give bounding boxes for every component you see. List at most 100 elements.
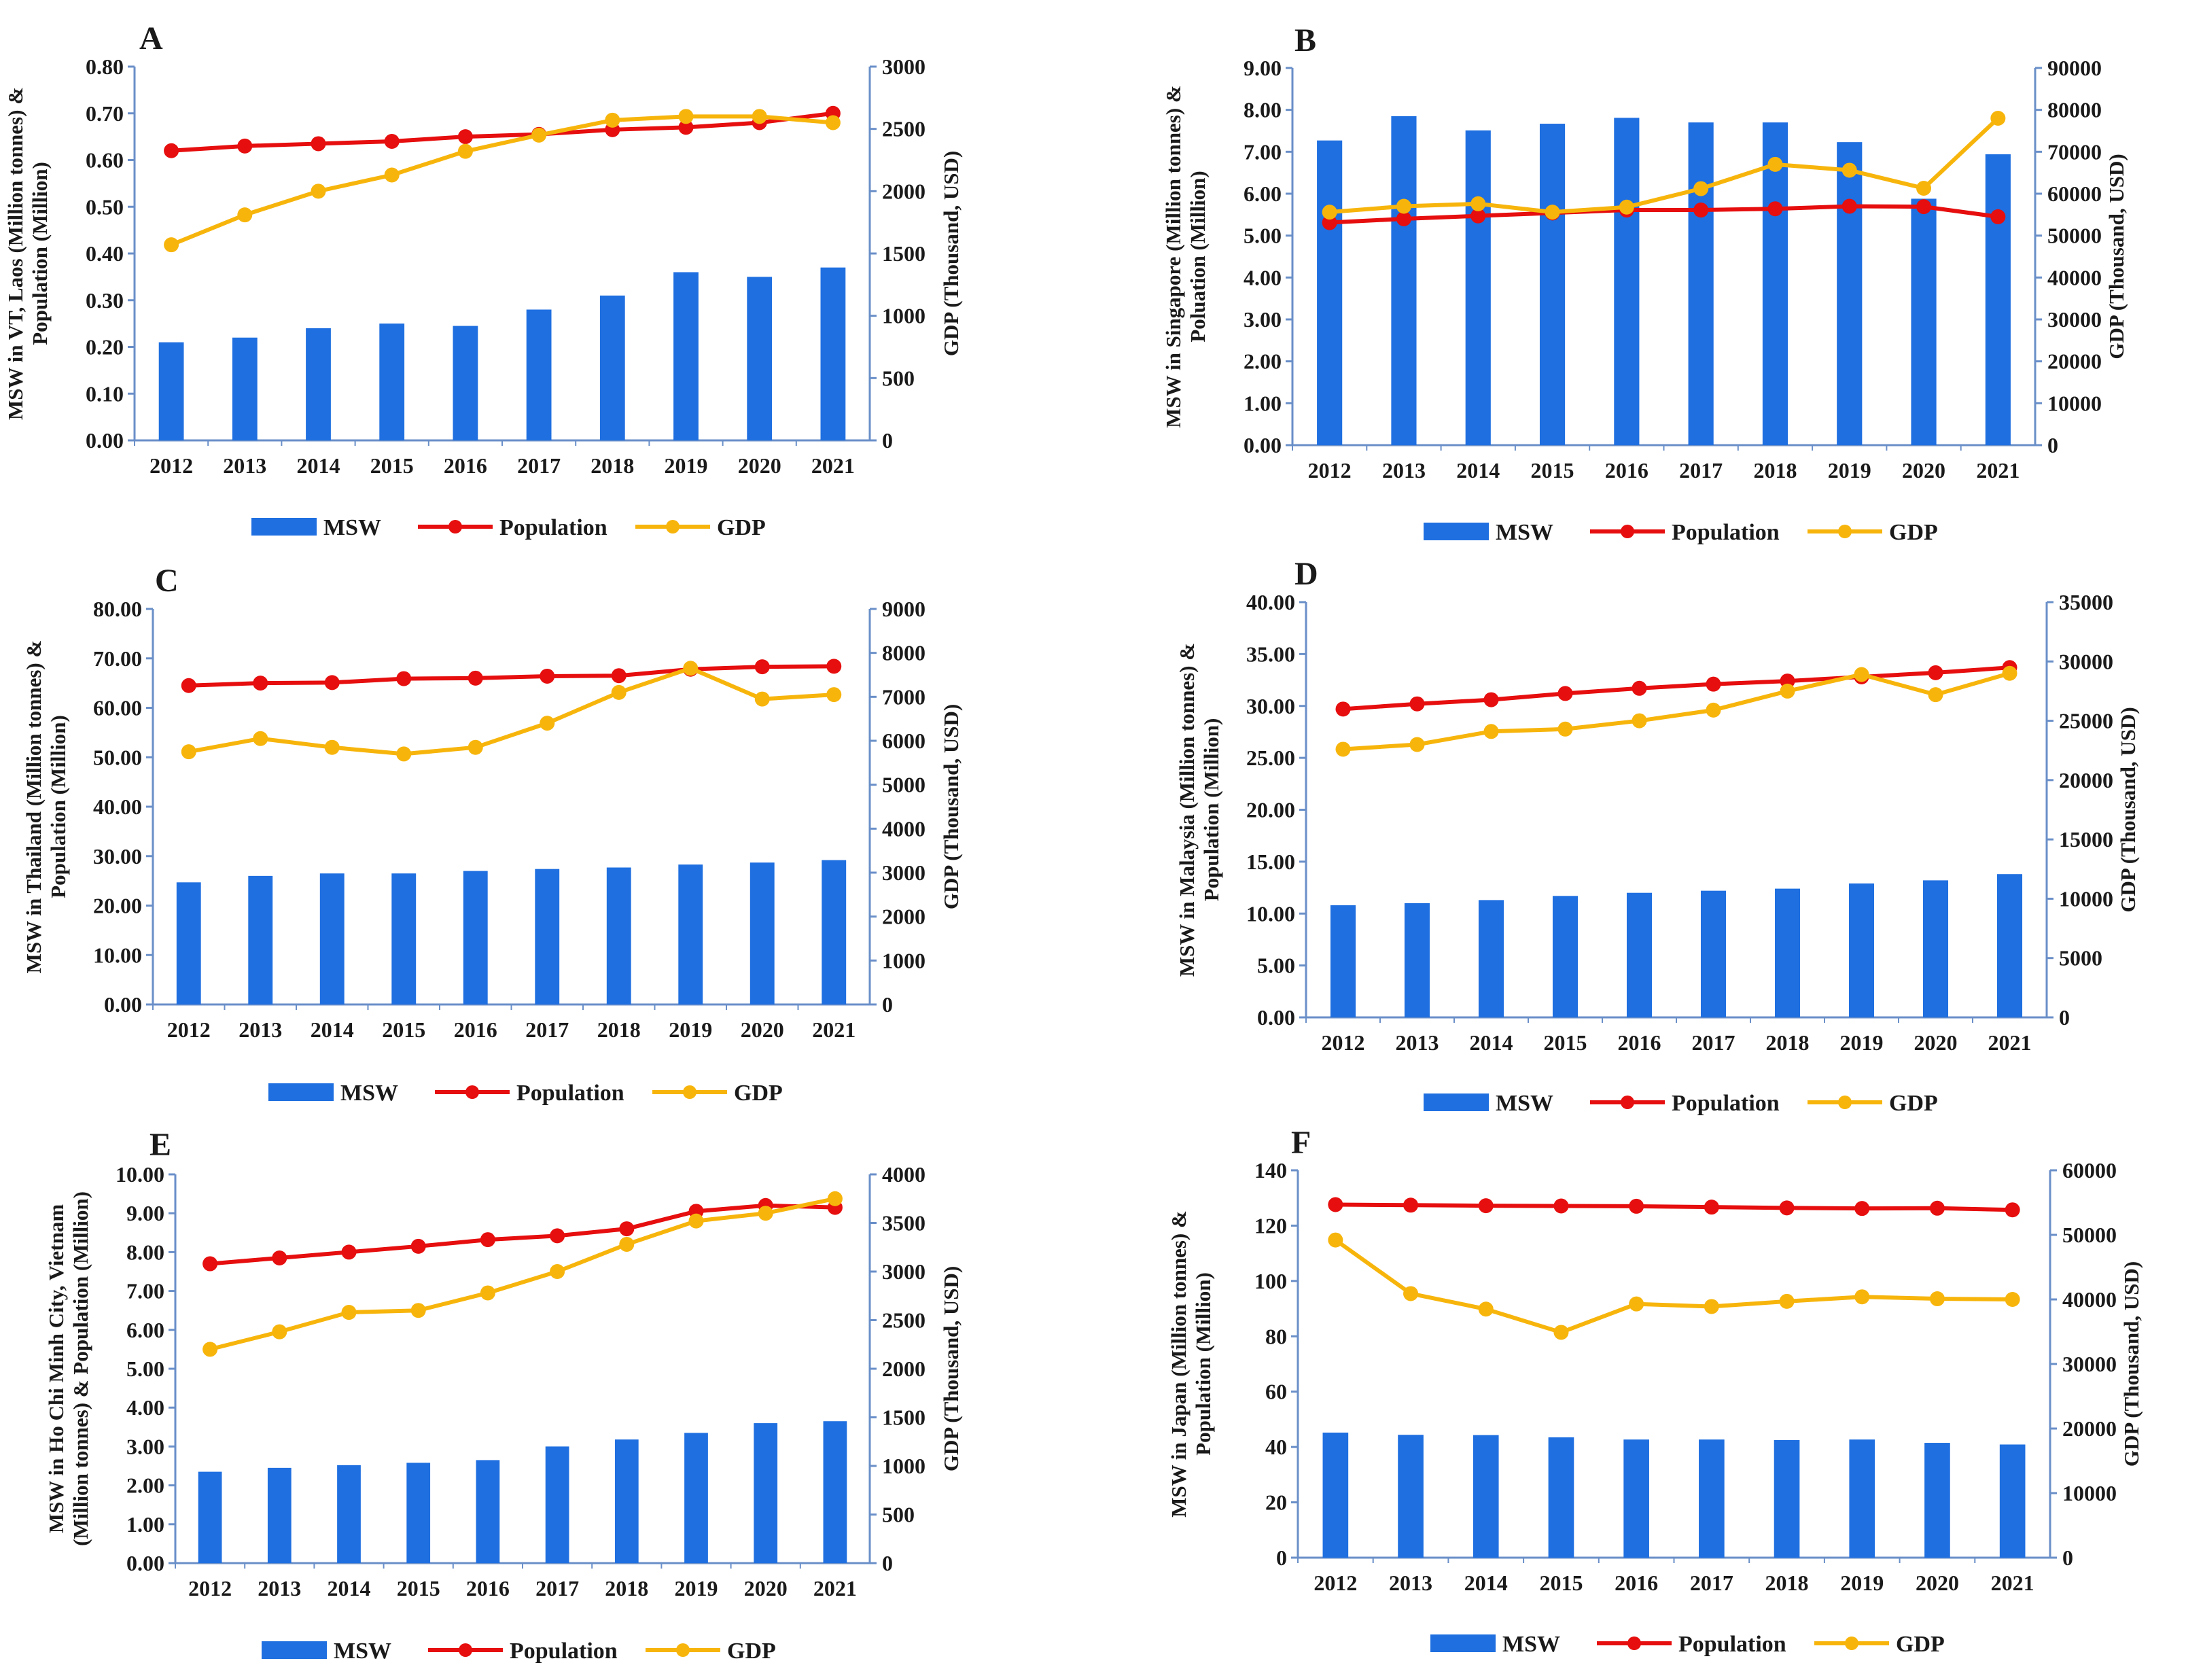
msw-bar	[1404, 903, 1430, 1017]
legend-gdp-label: GDP	[734, 1081, 783, 1106]
right-tick-label: 500	[882, 1503, 915, 1527]
right-tick-label: 2500	[882, 117, 925, 141]
gdp-point	[1478, 1301, 1494, 1317]
population-line	[188, 664, 834, 688]
left-tick-label: 5.00	[1244, 224, 1282, 248]
legend-gdp-label: GDP	[727, 1639, 776, 1664]
left-tick-label: 0.00	[1257, 1005, 1295, 1030]
left-tick-label: 40	[1265, 1435, 1287, 1459]
population-point	[480, 1232, 495, 1248]
population-point	[410, 1238, 426, 1254]
gdp-point	[1619, 199, 1634, 215]
population-point	[1328, 1197, 1343, 1212]
gdp-point	[1629, 1296, 1644, 1312]
msw-bar	[198, 1471, 222, 1563]
left-tick-label: 0.30	[86, 288, 124, 313]
msw-bar	[463, 871, 488, 1004]
x-tick-label: 2013	[1382, 458, 1426, 483]
gdp-point	[324, 739, 340, 755]
left-tick-label: 7.00	[126, 1279, 164, 1303]
gdp-point	[1632, 713, 1647, 729]
legend: MSW Population GDP	[1424, 520, 1938, 545]
msw-bar	[678, 864, 703, 1004]
msw-bar	[1999, 1444, 2026, 1558]
left-tick-label: 9.00	[1244, 56, 1282, 80]
x-tick-label: 2013	[223, 453, 266, 478]
left-tick-label: 0.80	[86, 54, 124, 79]
msw-bar	[1548, 1437, 1574, 1558]
right-tick-label: 15000	[2059, 827, 2113, 852]
population-point	[1553, 1198, 1569, 1214]
population-point	[1478, 1198, 1494, 1214]
right-axis-title: GDP (Thousand, USD)	[939, 704, 963, 909]
x-tick-label: 2020	[1916, 1571, 1959, 1595]
left-tick-label: 100	[1254, 1269, 1287, 1293]
gdp-point	[1470, 196, 1486, 211]
x-tick-label: 2015	[1544, 1030, 1587, 1055]
gdp-point	[605, 112, 620, 128]
msw-bar	[1473, 1435, 1499, 1558]
chart-panel-b: B 0.00 1.00 2.00 3.00 4.00 5.00 6.00 7.00 8.00 9.0…	[1161, 22, 2128, 545]
population-point	[1929, 1200, 1945, 1216]
legend-population-marker	[1621, 525, 1634, 538]
x-tick-label: 2012	[1322, 1030, 1365, 1055]
right-tick-label: 1500	[882, 241, 925, 266]
msw-bar	[232, 337, 258, 440]
x-tick-label: 2014	[297, 453, 340, 478]
right-tick-label: 1000	[882, 1454, 925, 1478]
gdp-point	[688, 1213, 704, 1229]
legend-msw-swatch	[1424, 523, 1489, 540]
left-axis-title-line: (Million tonnes) & Population (Million)	[69, 1191, 92, 1546]
msw-bar	[1478, 900, 1504, 1017]
gdp-point	[611, 684, 627, 700]
msw-bar	[267, 1467, 292, 1563]
x-tick-label: 2017	[525, 1017, 569, 1042]
x-tick-label: 2017	[1692, 1030, 1735, 1055]
right-tick-label: 60000	[2062, 1158, 2117, 1183]
left-tick-label: 8.00	[126, 1240, 164, 1264]
x-tick-label: 2015	[1531, 458, 1574, 483]
msw-bar	[1552, 896, 1579, 1017]
right-tick-label: 30000	[2062, 1352, 2117, 1376]
right-tick-label: 40000	[2062, 1287, 2117, 1312]
legend-msw-label: MSW	[340, 1081, 398, 1106]
left-axis-title-line: Population (Million)	[46, 715, 70, 898]
gdp-point	[1557, 721, 1573, 737]
population-point	[678, 120, 694, 135]
gdp-point	[1693, 181, 1709, 196]
msw-bar	[684, 1433, 708, 1563]
legend-population-marker	[1621, 1096, 1634, 1109]
population-point	[1767, 201, 1783, 217]
gdp-line	[209, 1196, 836, 1352]
left-axis-title-line: MSW in Japan (Million tonnes) &	[1167, 1210, 1191, 1518]
msw-bar	[176, 882, 201, 1004]
legend-population-label: Population	[1678, 1632, 1786, 1657]
population-line	[209, 1203, 835, 1266]
msw-bar	[1924, 1443, 1950, 1558]
msw-bar	[599, 295, 625, 440]
x-tick-label: 2021	[1976, 458, 2020, 483]
x-tick-label: 2018	[1753, 458, 1797, 483]
x-tick-label: 2021	[1991, 1571, 2034, 1595]
right-tick-label: 90000	[2047, 56, 2102, 80]
left-tick-label: 1.00	[126, 1512, 164, 1537]
population-point	[341, 1244, 357, 1260]
x-tick-label: 2017	[535, 1576, 579, 1600]
left-tick-label: 15.00	[1246, 850, 1295, 874]
legend-msw-label: MSW	[1496, 520, 1553, 545]
msw-bar	[1330, 905, 1356, 1017]
left-tick-label: 120	[1254, 1213, 1287, 1238]
population-point	[1779, 1200, 1795, 1216]
gdp-point	[1854, 1289, 1870, 1305]
x-tick-label: 2021	[1988, 1030, 2032, 1055]
left-tick-label: 0.00	[104, 992, 142, 1017]
right-tick-label: 3000	[882, 860, 925, 885]
population-line	[1343, 665, 2010, 712]
x-tick-label: 2016	[1605, 458, 1649, 483]
left-tick-label: 20.00	[1246, 798, 1295, 822]
left-tick-label: 5.00	[126, 1357, 164, 1381]
left-axis-title: MSW in Singapore (Million tonnes) &Polua…	[1161, 85, 1210, 427]
right-tick-label: 20000	[2062, 1416, 2117, 1441]
population-point	[237, 138, 253, 154]
